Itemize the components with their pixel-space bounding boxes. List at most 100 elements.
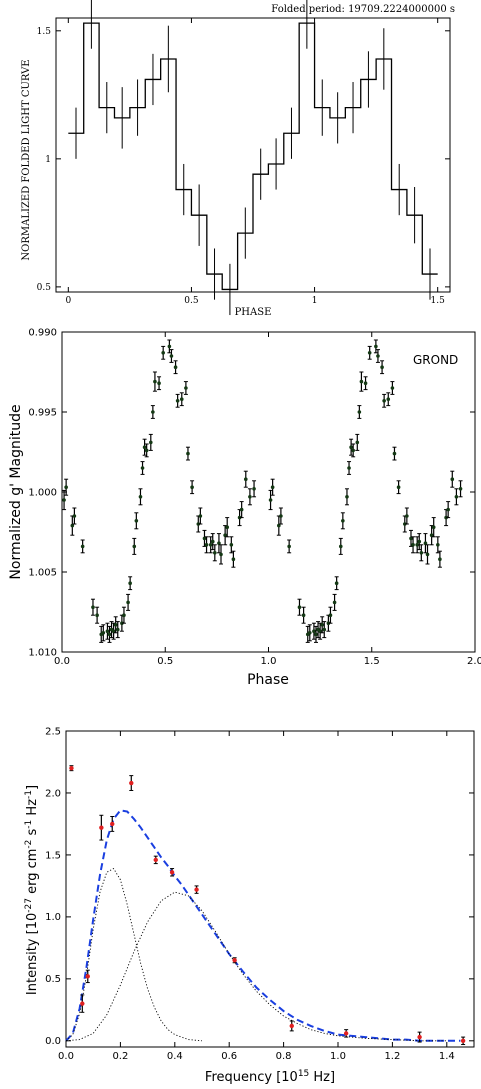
data-point (120, 621, 124, 625)
y-tick-label: 0.0 (45, 1036, 61, 1047)
data-point (198, 514, 203, 518)
folded-light-curve-chart: Folded period: 19709.2224000000 s 0 0.5 1 1… (21, 0, 455, 318)
data-point (355, 440, 360, 445)
data-point (213, 551, 217, 555)
data-point (334, 581, 339, 585)
data-point (341, 519, 345, 523)
chart1-plot-area: 0 0.5 1 1.5 0.5 1 1.5 (37, 0, 451, 316)
data-point (390, 386, 395, 390)
x-tick-label: 0.8 (276, 1051, 292, 1062)
data-point (132, 544, 137, 549)
data-point (69, 765, 74, 771)
data-point (167, 344, 172, 349)
chart1-xlabel: PHASE (235, 307, 272, 318)
data-point (110, 821, 115, 827)
data-point (425, 552, 430, 557)
data-point (268, 498, 273, 502)
data-point (175, 399, 180, 403)
data-point (62, 498, 66, 502)
data-point (438, 557, 442, 561)
component-curve (65, 891, 447, 1042)
y-tick-label: 1.010 (28, 647, 57, 658)
data-point (239, 507, 244, 512)
data-point (446, 507, 450, 512)
chart2-ticks: 0.0 0.5 1.0 1.5 2.0 0.990 0.995 1.000 1.005 1.010 (28, 327, 481, 667)
data-point (91, 605, 95, 609)
x-tick-label: 0.5 (184, 296, 199, 306)
data-point (351, 448, 355, 453)
data-point (252, 487, 256, 491)
x-tick-label: 1.2 (384, 1051, 400, 1062)
data-point (85, 974, 90, 979)
data-point (105, 629, 110, 633)
x-tick-label: 1.5 (364, 656, 380, 667)
x-tick-label: 0 (65, 296, 71, 306)
data-point (208, 543, 213, 547)
data-point (169, 870, 175, 875)
data-point (134, 519, 139, 523)
chart3-plot-area: 0.0 0.2 0.4 0.6 0.8 1.0 1.2 1.4 0.0 0.5 1.0 1.5 2.0 2… (45, 726, 475, 1062)
data-point (144, 448, 149, 453)
data-point (349, 445, 353, 449)
chart2-xlabel: Phase (247, 672, 289, 688)
data-point (402, 522, 407, 526)
data-point (423, 541, 428, 545)
data-point (297, 605, 302, 609)
data-point (345, 495, 349, 499)
data-point (380, 365, 384, 369)
data-point (217, 541, 221, 545)
data-point (219, 552, 223, 557)
y-tick-label: 2.0 (45, 788, 61, 799)
data-point (107, 632, 112, 637)
data-point (419, 551, 424, 555)
x-tick-label: 1.4 (439, 1051, 455, 1062)
data-point (359, 379, 364, 384)
y-tick-label: 1.5 (45, 850, 61, 861)
y-tick-label: 1.0 (45, 912, 61, 923)
chart2-marks (62, 339, 463, 643)
chart2-ylabel: Normalized g' Magnitude (8, 404, 24, 579)
chart1-ylabel: NORMALIZED FOLDED LIGHT CURVE (21, 59, 32, 260)
data-point (287, 544, 291, 549)
intensity-spectrum-chart: 0.0 0.2 0.4 0.6 0.8 1.0 1.2 1.4 0.0 0.5 1.0 1.5 2.0 2… (24, 726, 475, 1085)
data-point (140, 466, 145, 470)
data-point (111, 629, 116, 633)
chart3-xlabel: Frequency [1015 Hz] (205, 1069, 335, 1085)
data-point (312, 629, 316, 633)
data-point (386, 397, 391, 401)
data-point (99, 825, 104, 830)
data-point (417, 539, 422, 544)
x-tick-label: 1.0 (330, 1051, 346, 1062)
data-point (429, 533, 434, 537)
chart2-plot-area: 0.0 0.5 1.0 1.5 2.0 0.990 0.995 1.000 1.005 1.010… (28, 327, 481, 667)
data-point (411, 543, 415, 547)
chart3-frame (65, 730, 475, 1048)
data-point (190, 485, 194, 489)
data-point (194, 887, 199, 892)
data-point (232, 958, 237, 963)
data-point (396, 485, 401, 489)
data-point (184, 386, 188, 390)
chart1-frame (55, 17, 451, 293)
data-point (343, 1031, 349, 1036)
y-tick-label: 1.005 (28, 567, 57, 578)
data-point (382, 399, 386, 403)
data-point (128, 581, 132, 585)
data-point (169, 354, 174, 358)
data-point (231, 557, 236, 561)
data-point (415, 543, 419, 547)
data-point (444, 515, 448, 520)
total-fit-curve (65, 809, 461, 1042)
data-point (210, 539, 215, 544)
data-point (101, 631, 106, 635)
chart3-ticks: 0.0 0.2 0.4 0.6 0.8 1.0 1.2 1.4 0.0 0.5 1.0 1.5 2.0 2… (45, 726, 474, 1062)
x-tick-label: 1 (312, 296, 318, 306)
data-point (129, 780, 134, 786)
data-point (458, 487, 463, 491)
data-point (320, 623, 324, 627)
data-point (151, 410, 155, 414)
chart3-curves (65, 809, 461, 1042)
x-tick-label: 0.4 (167, 1051, 183, 1062)
data-point (454, 495, 459, 499)
x-tick-label: 0.5 (157, 656, 173, 667)
